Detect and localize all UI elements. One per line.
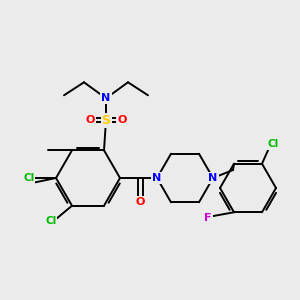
- Text: N: N: [152, 173, 162, 183]
- Text: N: N: [208, 173, 217, 183]
- Text: N: N: [101, 93, 111, 103]
- Text: O: O: [85, 115, 95, 125]
- Text: F: F: [204, 213, 212, 223]
- Text: Cl: Cl: [267, 139, 279, 149]
- Text: Cl: Cl: [45, 216, 57, 226]
- Text: S: S: [101, 114, 110, 127]
- Text: Cl: Cl: [23, 173, 34, 183]
- Text: O: O: [135, 197, 145, 207]
- Text: O: O: [117, 115, 127, 125]
